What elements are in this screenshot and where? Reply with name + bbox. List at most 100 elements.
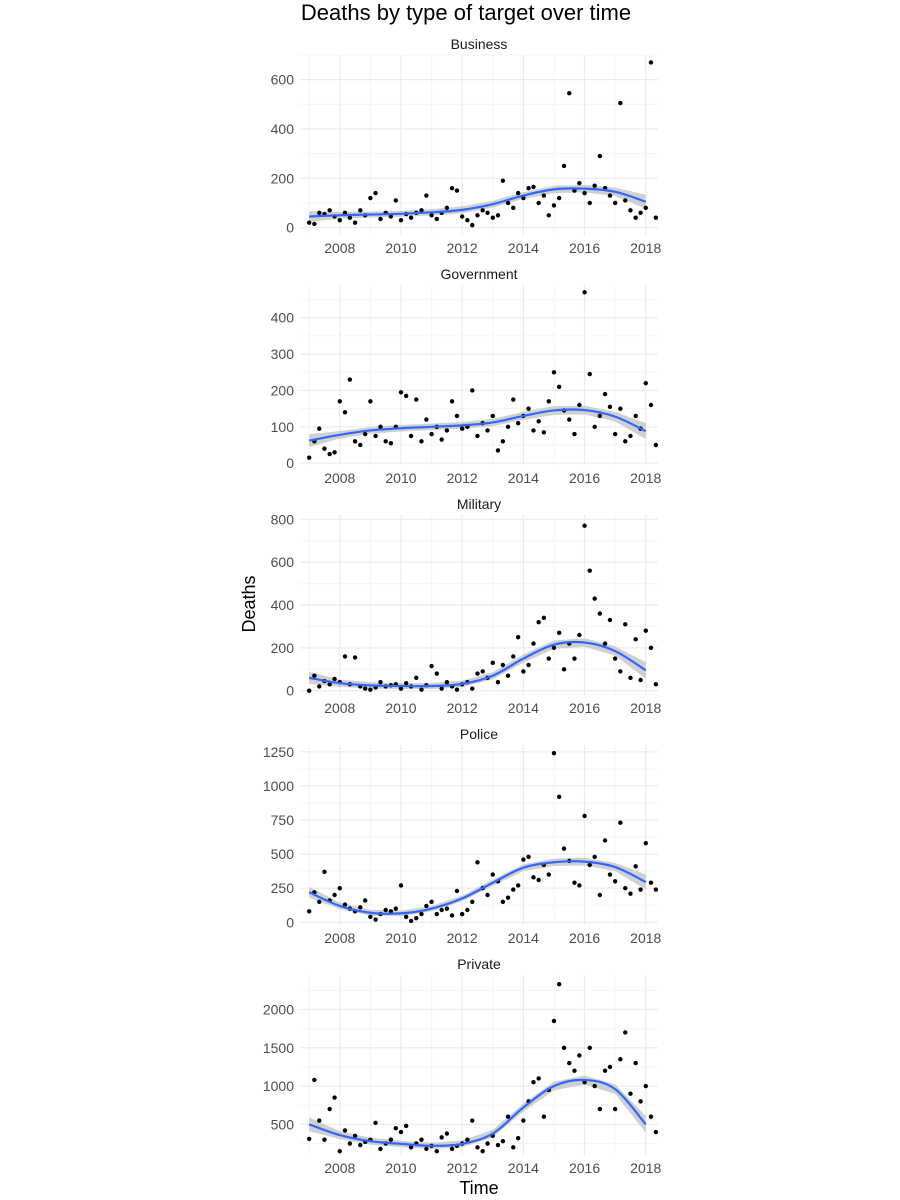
data-point: [332, 1095, 337, 1100]
data-point: [648, 402, 654, 408]
data-point: [500, 899, 506, 905]
data-point: [388, 1137, 394, 1142]
data-point: [327, 1106, 332, 1112]
data-point: [628, 208, 633, 213]
x-tick-label: 2018: [630, 700, 661, 716]
data-point: [439, 437, 444, 442]
x-tick-label: 2012: [447, 930, 478, 946]
data-point: [470, 388, 475, 393]
data-point: [638, 677, 643, 683]
data-point: [612, 879, 618, 884]
y-tick-label: 800: [271, 511, 295, 527]
y-tick-label: 250: [271, 880, 295, 896]
data-point: [378, 216, 383, 222]
data-point: [618, 669, 623, 674]
data-point: [342, 654, 348, 659]
data-point: [342, 1128, 348, 1133]
data-point: [322, 1137, 327, 1142]
y-tick-label: 300: [271, 346, 295, 362]
data-point: [602, 391, 608, 397]
data-point: [332, 450, 337, 455]
x-tick-label: 2008: [324, 700, 355, 716]
data-point: [337, 218, 342, 223]
data-point: [480, 1148, 485, 1154]
y-tick-label: 400: [271, 310, 295, 326]
data-point: [317, 210, 322, 216]
data-point: [541, 430, 547, 435]
data-point: [439, 907, 444, 913]
x-tick-label: 2018: [630, 240, 661, 256]
facet-title: Government: [440, 266, 517, 282]
data-point: [587, 1045, 592, 1050]
y-tick-label: 400: [271, 597, 295, 613]
data-point: [618, 820, 623, 825]
data-point: [475, 433, 480, 439]
data-point: [342, 902, 348, 907]
data-point: [306, 909, 312, 914]
data-point: [612, 431, 618, 437]
data-point: [561, 667, 567, 672]
data-point: [485, 1141, 490, 1146]
data-point: [332, 892, 337, 898]
data-point: [597, 611, 603, 616]
data-point: [347, 377, 353, 382]
data-point: [597, 153, 603, 159]
data-point: [485, 428, 490, 433]
data-point: [505, 895, 511, 900]
data-point: [403, 393, 409, 399]
data-point: [352, 1133, 358, 1139]
data-point: [587, 371, 592, 377]
data-point: [612, 656, 618, 661]
x-tick-label: 2016: [569, 240, 600, 256]
data-point: [470, 899, 475, 905]
data-point: [352, 220, 358, 225]
data-point: [551, 370, 557, 375]
data-point: [470, 222, 475, 228]
data-point: [623, 198, 628, 203]
x-tick-label: 2008: [324, 930, 355, 946]
data-point: [526, 406, 531, 411]
data-point: [454, 888, 460, 894]
data-point: [567, 1060, 572, 1066]
data-point: [551, 1018, 557, 1024]
data-point: [618, 406, 623, 411]
data-point: [327, 682, 332, 687]
data-point: [393, 1125, 398, 1131]
data-point: [602, 838, 608, 843]
data-point: [505, 1114, 511, 1119]
data-point: [515, 420, 521, 426]
data-point: [582, 523, 587, 528]
x-axis-title: Time: [459, 1178, 498, 1198]
data-point: [495, 1142, 501, 1148]
data-point: [408, 1145, 414, 1150]
data-point: [556, 384, 562, 390]
facet-business: Business 0 200 400 600 2008 2010 2012 2014 2016 20…: [271, 36, 662, 256]
data-point: [561, 846, 567, 851]
y-tick-label: 0: [286, 220, 294, 236]
data-point: [500, 1139, 506, 1144]
data-point: [347, 1141, 353, 1146]
data-point: [306, 1136, 312, 1142]
data-point: [541, 1114, 547, 1119]
data-point: [470, 1118, 475, 1123]
data-point: [449, 913, 455, 918]
y-tick-label: 0: [286, 683, 294, 699]
data-point: [439, 686, 444, 691]
data-point: [362, 431, 368, 437]
data-point: [495, 448, 501, 453]
y-tick-label: 500: [271, 1116, 295, 1132]
data-point: [342, 410, 348, 415]
data-point: [618, 1057, 623, 1062]
data-point: [592, 424, 597, 430]
y-tick-label: 2000: [263, 1001, 294, 1017]
data-point: [414, 915, 419, 921]
data-point: [337, 885, 342, 891]
data-point: [536, 200, 541, 206]
x-tick-label: 2012: [447, 1160, 478, 1176]
chart-title: Deaths by type of target over time: [301, 0, 631, 25]
data-point: [623, 1030, 628, 1035]
x-tick-label: 2014: [508, 470, 539, 486]
data-point: [526, 662, 531, 668]
data-point: [419, 208, 424, 213]
y-tick-label: 1000: [263, 1078, 294, 1094]
